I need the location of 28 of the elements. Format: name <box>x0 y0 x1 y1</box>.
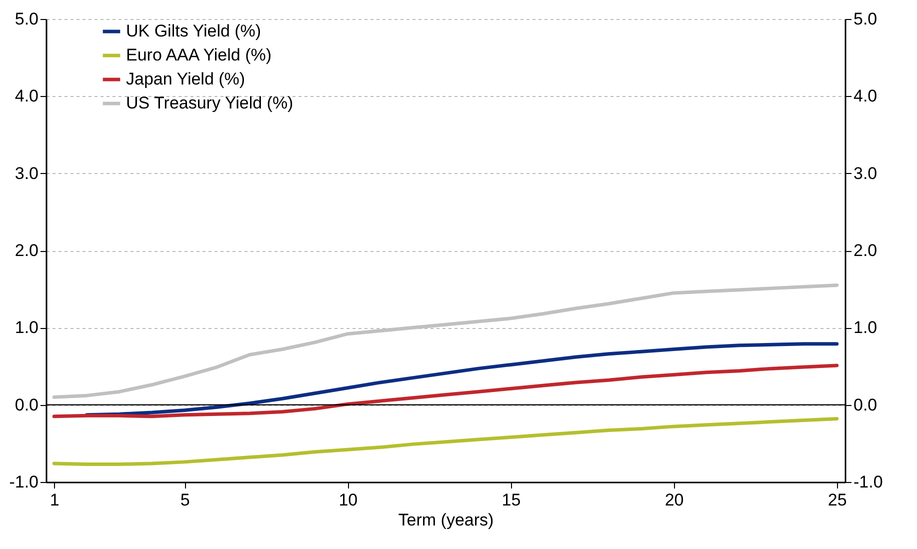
x-tick-label: 20 <box>664 490 684 510</box>
y-tick-label: 2.0 <box>14 241 38 260</box>
y-tick-label: 5.0 <box>14 10 38 28</box>
x-tick-label: 1 <box>50 490 60 510</box>
x-tick-label: 15 <box>502 490 521 510</box>
legend-label: US Treasury Yield (%) <box>126 94 294 112</box>
y-tick-label: -1.0 <box>9 472 38 492</box>
y-tick-label: 3.0 <box>14 164 38 183</box>
x-tick-label: 10 <box>338 490 358 510</box>
y2-tick-label: 5.0 <box>854 10 878 28</box>
legend-label: UK Gilts Yield (%) <box>126 22 262 40</box>
line-series <box>85 342 839 417</box>
y-tick-label: 1.0 <box>14 318 38 338</box>
legend-label: Euro AAA Yield (%) <box>126 46 272 64</box>
y-tick-label: 0.0 <box>14 395 38 414</box>
x-tick-label: 25 <box>828 490 847 510</box>
y2-tick-label: 1.0 <box>854 318 878 338</box>
line-series <box>52 416 839 466</box>
y2-tick-label: 4.0 <box>854 86 878 106</box>
y-tick-label: 4.0 <box>14 86 38 106</box>
line-series <box>52 364 839 418</box>
x-tick-label: 5 <box>180 490 190 510</box>
y2-tick-label: -1.0 <box>854 472 883 492</box>
y2-tick-label: 2.0 <box>854 241 878 260</box>
legend-label: Japan Yield (%) <box>126 70 246 88</box>
y2-tick-label: 0.0 <box>854 395 878 414</box>
y2-tick-label: 3.0 <box>854 164 878 183</box>
x-axis-title: Term (years) <box>398 510 494 530</box>
